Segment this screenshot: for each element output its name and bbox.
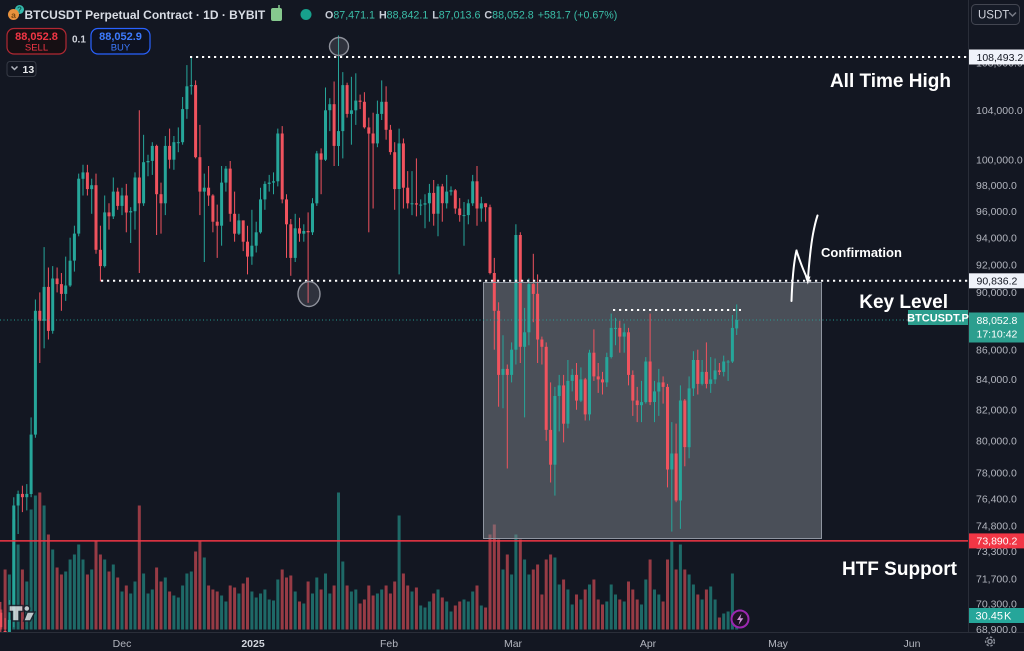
svg-text:73,300.0: 73,300.0 — [976, 546, 1017, 558]
svg-text:HTF Support: HTF Support — [842, 559, 958, 580]
svg-text:BUY: BUY — [111, 43, 131, 54]
svg-text:2025: 2025 — [241, 638, 265, 650]
svg-text:88,052.9: 88,052.9 — [99, 31, 142, 43]
svg-text:Jun: Jun — [904, 638, 921, 650]
svg-text:BTCUSDT.P: BTCUSDT.P — [907, 313, 969, 325]
svg-text:90,836.2: 90,836.2 — [977, 276, 1018, 288]
svg-text:88,052.8: 88,052.8 — [977, 315, 1018, 327]
svg-text:94,000.0: 94,000.0 — [976, 233, 1017, 245]
svg-text:73,890.2: 73,890.2 — [977, 536, 1018, 548]
svg-text:BTCUSDT Perpetual Contract · 1: BTCUSDT Perpetual Contract · 1D · BYBIT — [25, 8, 266, 22]
svg-text:92,000.0: 92,000.0 — [976, 260, 1017, 272]
svg-text:?: ? — [17, 6, 22, 15]
svg-text:70,300.0: 70,300.0 — [976, 599, 1017, 611]
svg-text:100,000.0: 100,000.0 — [976, 155, 1023, 167]
svg-text:Confirmation: Confirmation — [821, 245, 902, 260]
svg-text:30.45 K: 30.45 K — [976, 611, 1012, 623]
svg-text:a: a — [11, 10, 16, 20]
svg-text:Mar: Mar — [504, 638, 523, 650]
svg-text:76,400.0: 76,400.0 — [976, 494, 1017, 506]
svg-text:86,000.0: 86,000.0 — [976, 345, 1017, 357]
svg-text:USDT: USDT — [978, 10, 1009, 22]
svg-text:17:10:42: 17:10:42 — [977, 329, 1018, 341]
svg-text:108,493.2: 108,493.2 — [977, 52, 1024, 64]
svg-text:May: May — [768, 638, 789, 650]
svg-text:80,000.0: 80,000.0 — [976, 436, 1017, 448]
svg-text:13: 13 — [23, 64, 35, 76]
svg-text:98,000.0: 98,000.0 — [976, 180, 1017, 192]
svg-text:Apr: Apr — [640, 638, 657, 650]
svg-text:68,900.0: 68,900.0 — [976, 624, 1017, 636]
svg-text:0.1: 0.1 — [72, 35, 86, 46]
svg-text:78,000.0: 78,000.0 — [976, 468, 1017, 480]
svg-text:74,800.0: 74,800.0 — [976, 520, 1017, 532]
svg-text:71,700.0: 71,700.0 — [976, 574, 1017, 586]
svg-text:90,000.0: 90,000.0 — [976, 287, 1017, 299]
svg-text:Key Level: Key Level — [859, 292, 948, 313]
svg-text:104,000.0: 104,000.0 — [976, 105, 1023, 117]
svg-text:Feb: Feb — [380, 638, 398, 650]
svg-text:88,052.8: 88,052.8 — [15, 31, 58, 43]
svg-text:82,000.0: 82,000.0 — [976, 405, 1017, 417]
svg-text:All Time High: All Time High — [830, 71, 951, 92]
svg-text:96,000.0: 96,000.0 — [976, 206, 1017, 218]
svg-text:84,000.0: 84,000.0 — [976, 374, 1017, 386]
svg-text:Dec: Dec — [113, 638, 132, 650]
svg-text:SELL: SELL — [25, 43, 48, 54]
